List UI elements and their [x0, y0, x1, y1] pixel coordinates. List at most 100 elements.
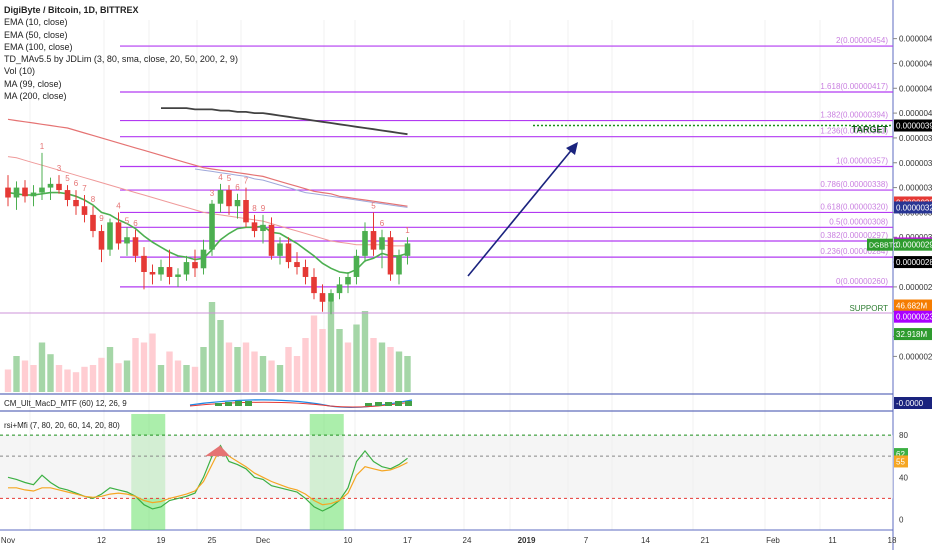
macd-histogram-bar: [215, 403, 222, 406]
fib-level-label: 0.382(0.00000297): [820, 231, 888, 240]
price-tag: [894, 119, 932, 132]
volume-bar: [344, 342, 352, 392]
td-count-label: 3: [210, 189, 215, 198]
td-count-label: 8: [91, 195, 96, 204]
candle-body: [166, 267, 173, 277]
volume-bar: [183, 365, 190, 392]
time-tick-label: 21: [701, 536, 710, 545]
macd-value-tag: [894, 397, 932, 409]
time-tick-label: 19: [157, 536, 166, 545]
time-tick-label: 11: [828, 536, 837, 545]
volume-bar: [361, 311, 369, 392]
volume-bar: [21, 360, 29, 392]
candle-body: [64, 190, 71, 200]
moving-averages: [7, 107, 408, 275]
td-count-label: 1: [40, 142, 45, 151]
price-tick-label: 0.00000204: [899, 352, 932, 361]
candle-body: [302, 267, 309, 277]
candle-body: [192, 262, 198, 269]
candle-body: [353, 255, 360, 277]
rsi-tick-label: 80: [899, 431, 908, 440]
candle-body: [115, 222, 122, 244]
ma-line-3: [194, 168, 408, 208]
legend-ema100[interactable]: EMA (100, close): [4, 41, 73, 52]
candle-body: [30, 192, 37, 197]
volume-bar: [30, 365, 37, 392]
price-tick-label: 0.00000380: [899, 134, 932, 143]
time-tick-label: 2019: [518, 536, 536, 545]
time-tick-label: 24: [463, 536, 472, 545]
candle-body: [175, 274, 181, 277]
volume-bar: [98, 357, 105, 392]
price-tag-label: 0.00000294: [896, 241, 932, 250]
td-count-label: 4: [218, 173, 223, 182]
macd-histogram-bar: [405, 401, 412, 406]
fib-level-label: 1.236(0.00000381): [820, 127, 888, 136]
macd-histogram-bar: [395, 401, 402, 406]
volume-bar: [276, 365, 284, 392]
volume-bar: [404, 356, 411, 392]
candle-body: [5, 187, 11, 198]
td-count-label: 5: [227, 174, 232, 183]
volume-bar: [302, 338, 309, 392]
symbol-tag: [867, 238, 893, 251]
fib-level-label: 0(0.00000260): [836, 277, 888, 286]
candle-body: [107, 222, 113, 250]
candle-body: [132, 237, 139, 256]
fib-level-label: 1.618(0.00000417): [820, 82, 888, 91]
volume-bars: [4, 302, 411, 392]
macd-histogram-bar: [375, 402, 382, 406]
time-tick-label: 17: [403, 536, 412, 545]
volume-bar: [285, 347, 292, 392]
fib-level-label: 0.5(0.00000308): [829, 217, 888, 226]
price-tag: [894, 299, 932, 312]
volume-bar: [106, 347, 114, 392]
trend-arrow: [467, 146, 575, 277]
fib-level-label: 1(0.00000357): [836, 156, 888, 165]
volume-bar: [89, 365, 97, 392]
rsi-overbought-marker: [205, 445, 230, 457]
legend-ema50[interactable]: EMA (50, close): [4, 29, 68, 40]
legend-ema10[interactable]: EMA (10, close): [4, 17, 68, 28]
rsi-value-tag: [894, 455, 908, 468]
rsi-series-line: [8, 446, 408, 506]
legend-ma99[interactable]: MA (99, close): [4, 78, 62, 89]
candle-body: [39, 187, 45, 193]
volume-bar: [132, 338, 139, 392]
legend-volume[interactable]: Vol (10): [4, 66, 36, 77]
ma-line-2: [7, 156, 408, 247]
candle-body: [336, 284, 343, 294]
td-count-label: 6: [380, 219, 385, 228]
candle-body: [404, 243, 411, 256]
time-axis: Nov 12 19 25 Dec 10 17 24 2019 7 14 21 Feb 11 18: [1, 536, 897, 545]
volume-bar: [378, 342, 386, 392]
price-tag: [894, 328, 932, 341]
candle-body: [251, 222, 258, 232]
td-count-label: 8: [252, 204, 257, 213]
legend-td-ma[interactable]: TD_MAv5.5 by JDLim (3, 80, sma, close, 2…: [4, 54, 238, 65]
td-count-label: 3: [57, 164, 62, 173]
volume-bar: [72, 372, 80, 392]
price-tag-label: 0.00000280: [896, 258, 932, 267]
price-tick-label: 0.00000420: [899, 84, 932, 93]
volume-bar: [208, 302, 216, 392]
td-count-label: 7: [82, 184, 87, 193]
symbol-title[interactable]: DigiByte / Bitcoin, 1D, BITTREX: [4, 5, 139, 15]
legend-ma200[interactable]: MA (200, close): [4, 91, 67, 102]
td-count-label: 1: [405, 226, 410, 235]
volume-bar: [268, 360, 275, 392]
volume-bar: [200, 347, 207, 392]
rsi-tick-label: 40: [899, 473, 908, 482]
volume-bar: [191, 366, 199, 392]
macd-title: CM_Ult_MacD_MTF (60) 12, 26, 9: [4, 399, 127, 408]
price-tick-label: 0.00000360: [899, 159, 932, 168]
candle-body: [260, 224, 266, 232]
time-tick-label: 7: [584, 536, 589, 545]
candle-body: [319, 293, 326, 302]
candle-body: [387, 237, 394, 275]
volume-bar: [174, 360, 182, 392]
ma-line-1: [7, 191, 408, 275]
candle-body: [362, 231, 368, 256]
